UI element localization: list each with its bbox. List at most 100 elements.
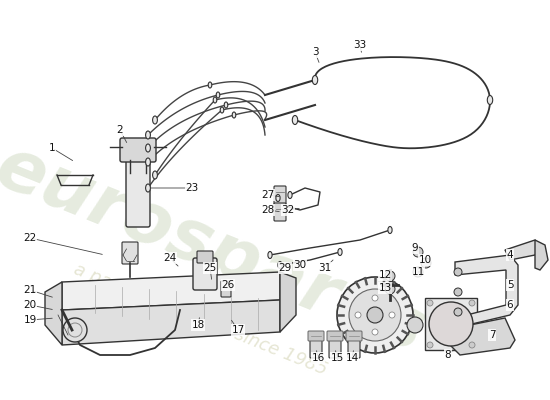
Ellipse shape <box>146 184 150 192</box>
FancyBboxPatch shape <box>274 186 286 204</box>
Text: 15: 15 <box>331 353 344 363</box>
Circle shape <box>454 268 462 276</box>
Text: 5: 5 <box>507 280 513 290</box>
FancyBboxPatch shape <box>329 334 341 358</box>
FancyBboxPatch shape <box>122 242 138 264</box>
FancyBboxPatch shape <box>221 281 231 297</box>
Text: 30: 30 <box>294 260 306 270</box>
FancyBboxPatch shape <box>197 251 213 263</box>
Text: 7: 7 <box>489 330 496 340</box>
Circle shape <box>372 329 378 335</box>
Circle shape <box>355 312 361 318</box>
Circle shape <box>385 271 395 281</box>
Text: 13: 13 <box>378 283 392 293</box>
Text: 17: 17 <box>232 325 245 335</box>
Ellipse shape <box>152 116 157 124</box>
Text: 2: 2 <box>117 125 123 135</box>
Text: 33: 33 <box>353 40 367 50</box>
Polygon shape <box>62 300 280 345</box>
Circle shape <box>385 284 395 294</box>
Text: 9: 9 <box>412 243 419 253</box>
FancyBboxPatch shape <box>274 203 286 221</box>
Ellipse shape <box>278 262 282 268</box>
Ellipse shape <box>224 102 228 108</box>
Text: 29: 29 <box>278 263 292 273</box>
FancyBboxPatch shape <box>310 334 322 358</box>
Circle shape <box>337 277 413 353</box>
Ellipse shape <box>146 158 150 166</box>
Circle shape <box>454 288 462 296</box>
Circle shape <box>469 300 475 306</box>
Text: a passion for parts since 1985: a passion for parts since 1985 <box>70 261 329 379</box>
Text: 16: 16 <box>311 353 324 363</box>
Text: 10: 10 <box>419 255 432 265</box>
Circle shape <box>421 258 431 268</box>
Ellipse shape <box>146 144 150 152</box>
Ellipse shape <box>292 116 298 124</box>
Text: 21: 21 <box>23 285 37 295</box>
Ellipse shape <box>487 96 493 104</box>
Polygon shape <box>450 318 515 355</box>
FancyBboxPatch shape <box>425 298 477 350</box>
Text: 23: 23 <box>185 183 199 193</box>
Ellipse shape <box>338 248 342 256</box>
Polygon shape <box>455 255 518 328</box>
Text: 11: 11 <box>411 267 425 277</box>
Ellipse shape <box>220 107 224 113</box>
Circle shape <box>389 312 395 318</box>
FancyBboxPatch shape <box>348 334 360 358</box>
Polygon shape <box>62 272 280 310</box>
Text: 32: 32 <box>282 205 295 215</box>
FancyBboxPatch shape <box>308 331 324 341</box>
FancyBboxPatch shape <box>120 138 156 162</box>
Text: 27: 27 <box>261 190 274 200</box>
Polygon shape <box>45 282 62 345</box>
FancyBboxPatch shape <box>327 331 343 341</box>
Text: 3: 3 <box>312 47 318 57</box>
Text: 4: 4 <box>507 250 513 260</box>
Circle shape <box>413 247 423 257</box>
Text: 20: 20 <box>24 300 36 310</box>
Text: eurospares: eurospares <box>0 132 434 368</box>
Ellipse shape <box>288 192 292 198</box>
Text: 1: 1 <box>49 143 56 153</box>
Text: 24: 24 <box>163 253 177 263</box>
Circle shape <box>407 317 423 333</box>
FancyBboxPatch shape <box>346 331 362 341</box>
Text: 19: 19 <box>23 315 37 325</box>
Text: 8: 8 <box>445 350 452 360</box>
Circle shape <box>63 318 87 342</box>
Ellipse shape <box>216 92 220 98</box>
Circle shape <box>367 307 383 323</box>
Polygon shape <box>505 240 540 260</box>
Ellipse shape <box>152 171 157 179</box>
Text: 12: 12 <box>378 270 392 280</box>
Text: 6: 6 <box>507 300 513 310</box>
Polygon shape <box>535 240 548 270</box>
Ellipse shape <box>232 112 236 118</box>
Circle shape <box>427 300 433 306</box>
Circle shape <box>469 342 475 348</box>
Text: 26: 26 <box>221 280 235 290</box>
Text: 28: 28 <box>261 205 274 215</box>
Text: 31: 31 <box>318 263 332 273</box>
FancyBboxPatch shape <box>126 153 150 227</box>
Text: 14: 14 <box>345 353 359 363</box>
Circle shape <box>349 289 401 341</box>
Ellipse shape <box>268 252 272 258</box>
Circle shape <box>413 267 423 277</box>
Circle shape <box>372 295 378 301</box>
Circle shape <box>454 308 462 316</box>
Ellipse shape <box>208 82 212 88</box>
Ellipse shape <box>312 76 318 84</box>
Ellipse shape <box>146 131 150 139</box>
Text: 18: 18 <box>191 320 205 330</box>
Text: 25: 25 <box>204 263 217 273</box>
Ellipse shape <box>213 97 217 103</box>
Text: 22: 22 <box>23 233 37 243</box>
Circle shape <box>427 342 433 348</box>
FancyBboxPatch shape <box>193 258 217 290</box>
Ellipse shape <box>276 194 280 202</box>
Circle shape <box>429 302 473 346</box>
Polygon shape <box>280 272 296 332</box>
